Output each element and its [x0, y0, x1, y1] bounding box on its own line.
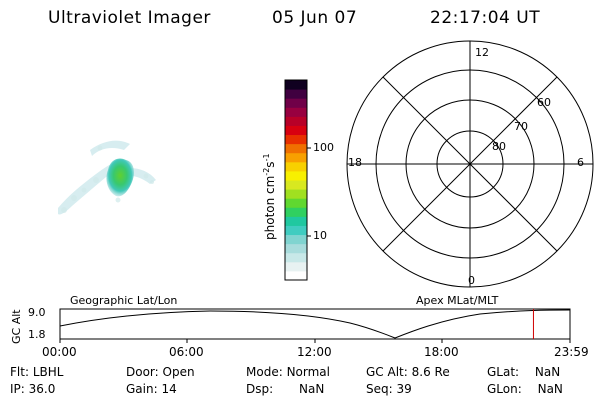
time-label: 22:17:04 UT	[430, 8, 541, 28]
colorbar-band	[285, 207, 307, 217]
seq-label: Seq:	[366, 382, 393, 396]
glon-value: NaN	[537, 382, 563, 396]
flt-label: Flt:	[10, 365, 29, 379]
xtick-label-1200: 12:00	[297, 345, 332, 359]
ip-value: 36.0	[28, 382, 56, 396]
status-mode: Mode: Normal	[246, 365, 330, 379]
gcalt-value: 8.6 Re	[411, 365, 450, 379]
colorbar-band	[285, 152, 307, 163]
door-value: Open	[162, 365, 195, 379]
colorbar-band	[285, 189, 307, 199]
colorbar-band	[285, 161, 307, 172]
xtick-label-2359: 23:59	[554, 345, 589, 359]
status-gcalt: GC Alt: 8.6 Re	[366, 365, 450, 379]
mode-value: Normal	[286, 365, 330, 379]
colorbar-frame	[284, 79, 308, 281]
timeline-frame	[59, 308, 571, 340]
xtick-label-1800: 18:00	[424, 345, 459, 359]
status-door: Door: Open	[126, 365, 195, 379]
colorbar-band	[285, 107, 307, 117]
door-label: Door:	[126, 365, 159, 379]
lat-label-60: 60	[537, 96, 551, 109]
flt-value: LBHL	[32, 365, 64, 379]
colorbar-band	[285, 261, 307, 272]
altitude-curve	[59, 309, 571, 339]
status-gain: Gain: 14	[126, 382, 177, 396]
polar-diagonal-2	[382, 76, 558, 252]
colorbar-band	[285, 116, 307, 126]
ip-label: IP:	[10, 382, 25, 396]
colorbar-band	[285, 216, 307, 226]
mlt-label-0: 0	[468, 274, 475, 287]
status-dsp: Dsp: NaN	[246, 382, 324, 396]
status-seq: Seq: 39	[366, 382, 412, 396]
seq-value: 39	[396, 382, 412, 396]
colorbar-band	[285, 125, 307, 136]
colorbar-band	[285, 225, 307, 236]
colorbar-band	[285, 134, 307, 145]
colorbar-band	[285, 252, 307, 263]
glat-value: NaN	[534, 365, 561, 379]
status-glon: GLon: NaN	[487, 382, 563, 396]
timeline-ytick-1.8: 1.8	[28, 328, 46, 341]
colorbar-band	[285, 170, 307, 181]
colorbar-band	[285, 80, 307, 90]
colorbar-band	[285, 243, 307, 254]
colorbar-band	[285, 98, 307, 108]
colorbar-band	[285, 89, 307, 99]
timeline-right-title: Apex MLat/MLT	[416, 294, 499, 307]
status-ip: IP: 36.0	[10, 382, 55, 396]
gcalt-label: GC Alt:	[366, 365, 408, 379]
timeline-left-title: Geographic Lat/Lon	[70, 294, 178, 307]
gain-value: 14	[161, 382, 177, 396]
timeline-ytick-9: 9.0	[28, 306, 46, 319]
dsp-value: NaN	[298, 382, 325, 396]
lat-label-70: 70	[514, 120, 528, 133]
dsp-label: Dsp:	[246, 382, 274, 396]
glon-label: GLon:	[487, 382, 522, 396]
colorbar-tick-label-10: 10	[313, 229, 327, 242]
xtick-label-0000: 00:00	[42, 345, 77, 359]
colorbar-band	[285, 234, 307, 245]
colorbar-band	[285, 270, 307, 281]
colorbar-band	[285, 198, 307, 208]
status-flt: Flt: LBHL	[10, 365, 63, 379]
xtick-label-0600: 06:00	[169, 345, 204, 359]
colorbar-band	[285, 143, 307, 154]
gain-label: Gain:	[126, 382, 158, 396]
mode-label: Mode:	[246, 365, 283, 379]
status-glat: GLat: NaN	[487, 365, 560, 379]
mlt-label-6: 6	[577, 156, 584, 169]
colorbar-band	[285, 180, 307, 190]
colorbar-tick-label-100: 100	[313, 141, 334, 154]
glat-label: GLat:	[487, 365, 520, 379]
date-label: 05 Jun 07	[272, 8, 358, 28]
mlt-label-18: 18	[348, 156, 362, 169]
instrument-title: Ultraviolet Imager	[48, 8, 211, 28]
lat-label-80: 80	[492, 140, 506, 153]
colorbar	[285, 80, 307, 281]
mlt-label-12: 12	[475, 46, 489, 59]
